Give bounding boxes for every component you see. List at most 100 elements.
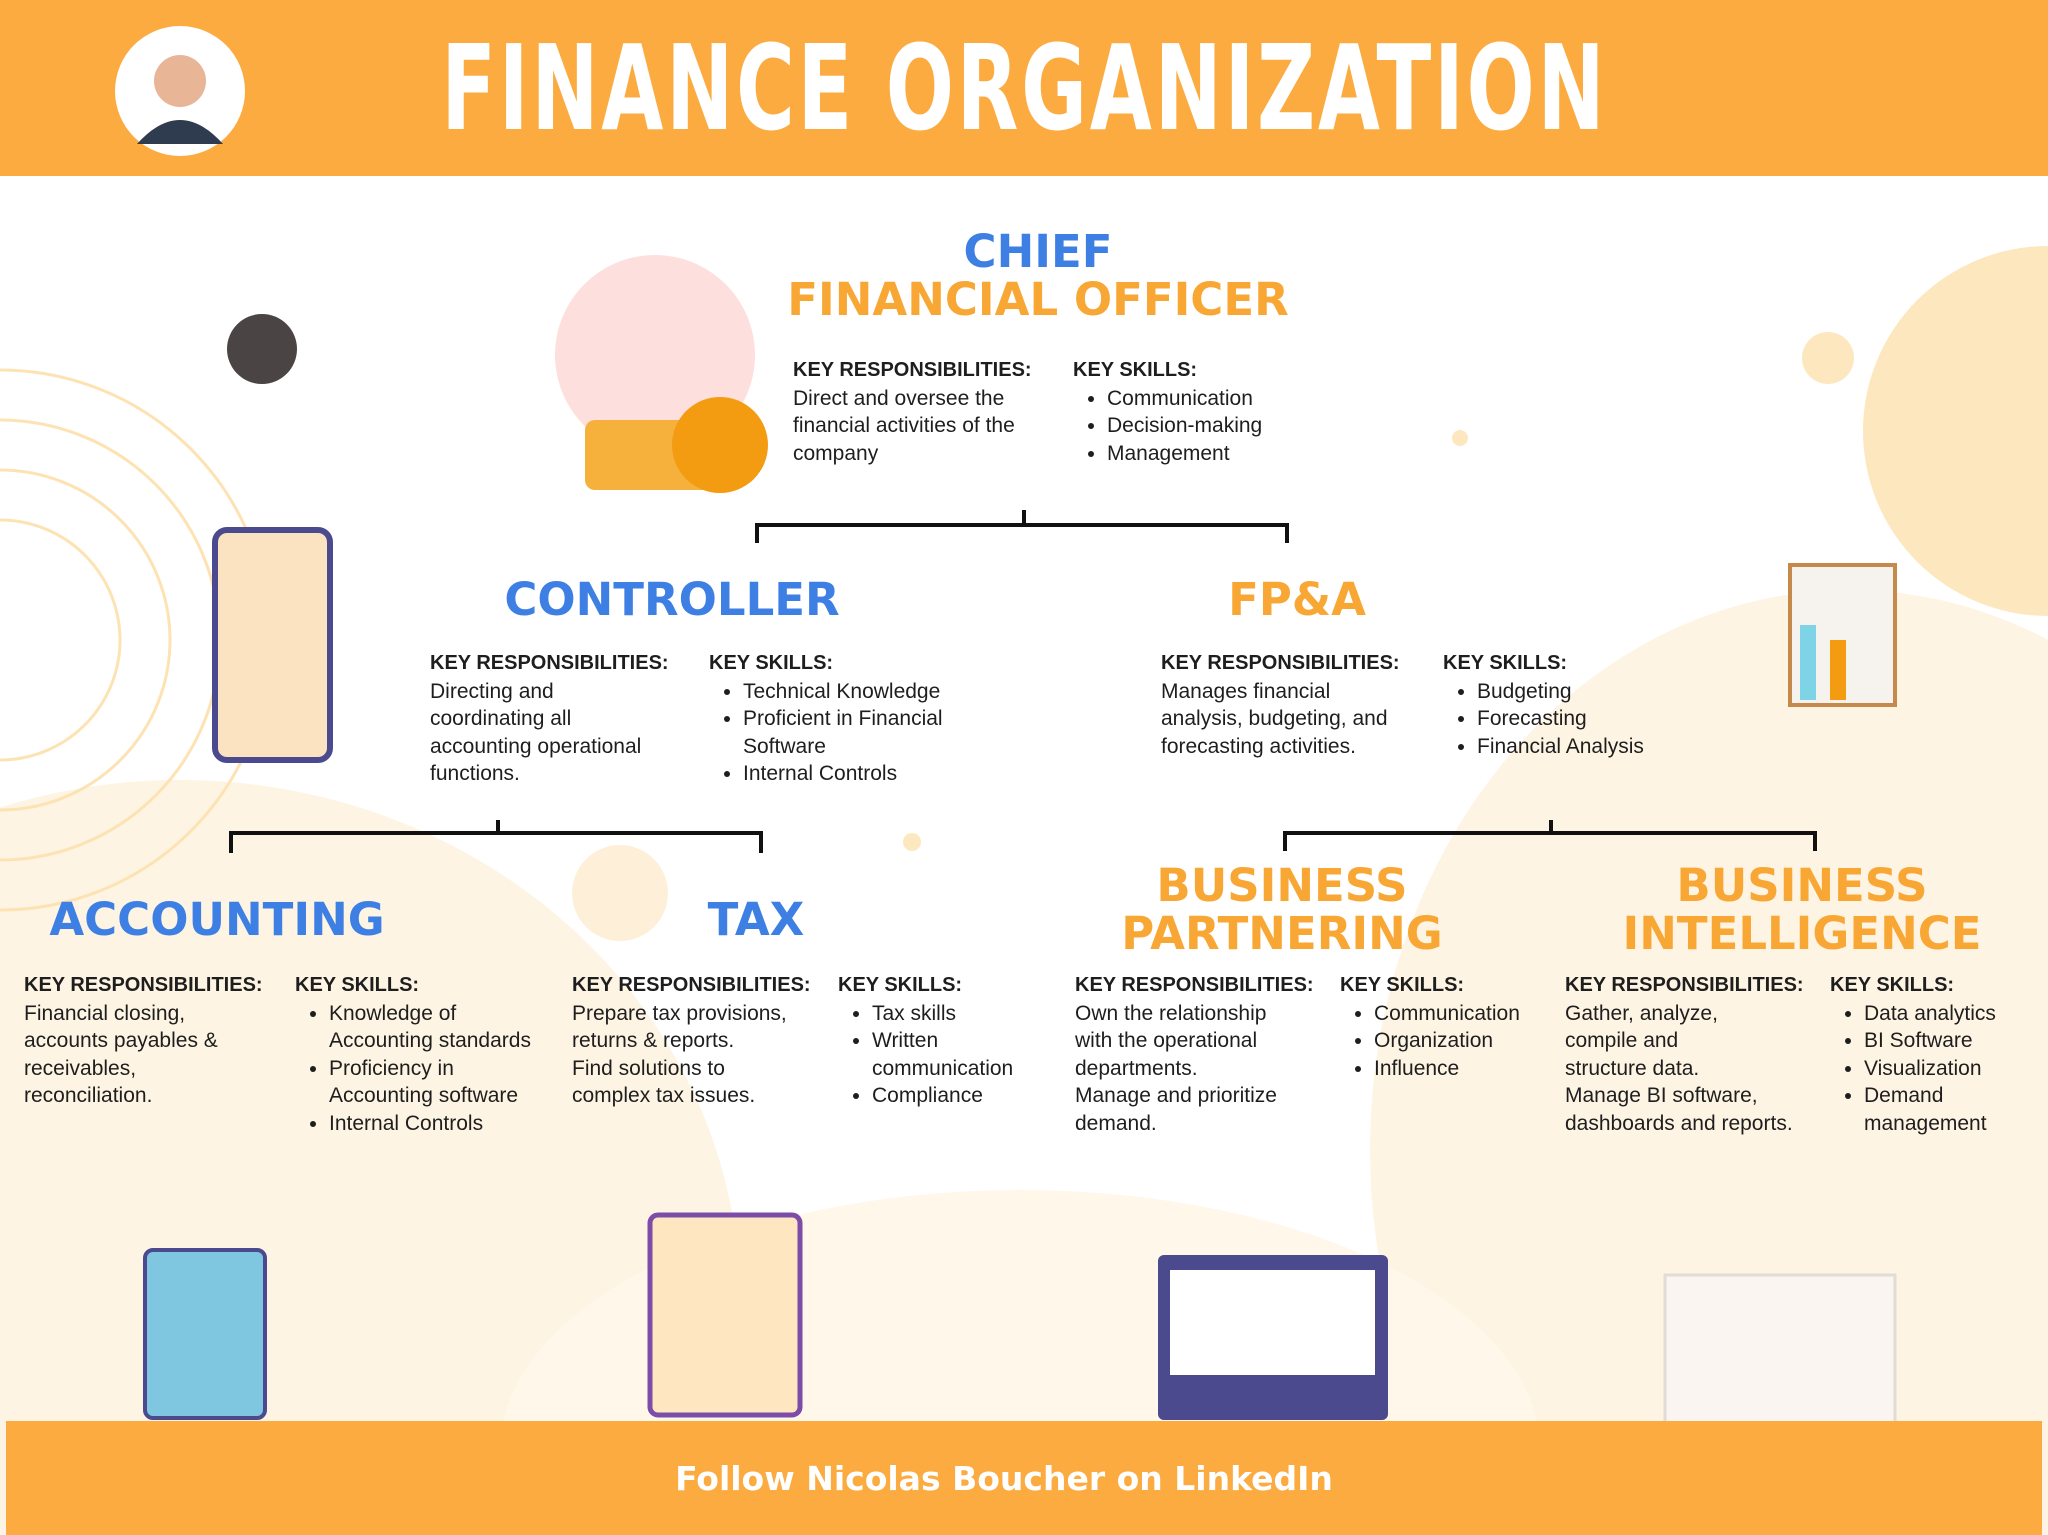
node-title: TAX [707,893,805,946]
skills: KEY SKILLS: CommunicationOrganizationInfl… [1340,972,1570,1082]
bg-circle [1863,246,2048,616]
responsibilities: KEY RESPONSIBILITIES: Financial closing, a… [24,972,284,1110]
skills-list: Tax skillsWritten communicationComplianc… [838,1000,1048,1110]
avatar [115,26,245,156]
skills-label: KEY SKILLS: [838,974,963,996]
responsibility-line: dashboards and reports. [1565,1111,1793,1135]
skills-list: Technical KnowledgeProficient in Financi… [709,678,969,788]
node-title: BUSINESS [1676,859,1928,912]
skills-label: KEY SKILLS: [709,652,834,674]
node-title: PARTNERING [1121,907,1443,960]
responsibility-line: coordinating all [430,707,572,730]
responsibility-line: Manage and prioritize [1075,1084,1277,1107]
responsibilities-label: KEY RESPONSIBILITIES: [793,359,1032,381]
skill: Visualization [1864,1055,2045,1083]
skill: Organization [1374,1027,1570,1055]
responsibility-line: accounting operational [430,734,642,758]
responsibility-line: Direct and oversee the [793,386,1005,410]
node-title: FINANCIAL OFFICER [787,273,1289,326]
node-title: ACCOUNTING [49,893,385,946]
responsibilities-label: KEY RESPONSIBILITIES: [430,652,669,674]
skills-label: KEY SKILLS: [1443,652,1568,674]
responsibility-line: financial activities of the [793,414,1015,437]
skill: Demand management [1864,1082,2045,1137]
responsibilities-label: KEY RESPONSIBILITIES: [1075,974,1314,996]
connector [1283,831,1287,851]
illustration [1800,625,1816,700]
footer: Follow Nicolas Boucher on LinkedIn [6,1421,2042,1535]
responsibility-line: structure data. [1565,1056,1700,1080]
responsibility-line: Own the relationship [1075,1001,1267,1025]
node-title: CHIEF [963,225,1113,278]
responsibilities: KEY RESPONSIBILITIES: Gather, analyze, com… [1565,972,1825,1137]
skill: Compliance [872,1082,1048,1110]
connector [1022,510,1026,527]
responsibilities: KEY RESPONSIBILITIES: Manages financial an… [1161,650,1431,760]
responsibility-line: Financial closing, [24,1001,186,1025]
skills: KEY SKILLS: CommunicationDecision-makingM… [1073,357,1333,467]
illustration [1830,640,1846,700]
skill: BI Software [1864,1027,2045,1055]
illustration [1663,1273,1897,1427]
skill: Financial Analysis [1477,733,1703,761]
skill: Influence [1374,1055,1570,1083]
header: FINANCE ORGANIZATION CHART [0,0,2048,297]
illustration [672,397,768,493]
skill: Communication [1374,1000,1570,1028]
skill: Proficient in Financial Software [743,705,969,760]
bg-circle [572,845,668,941]
skill: Forecasting [1477,705,1703,733]
skill: Technical Knowledge [743,678,969,706]
responsibility-line: departments. [1075,1056,1198,1080]
skills-list: Knowledge of Accounting standardsProfici… [295,1000,545,1138]
connector [229,831,763,835]
skills: KEY SKILLS: Knowledge of Accounting stand… [295,972,545,1137]
illustration [647,1212,803,1418]
responsibility-line: complex tax issues. [572,1084,756,1107]
skills: KEY SKILLS: Tax skillsWritten communicati… [838,972,1048,1110]
illustration [143,1248,267,1420]
skills: KEY SKILLS: Technical KnowledgeProficient… [709,650,969,788]
responsibility-line: Directing and [430,679,554,703]
responsibility-line: compile and [1565,1029,1679,1052]
bg-circle [1802,332,1854,384]
responsibility-line: Prepare tax provisions, [572,1001,787,1025]
node-title: INTELLIGENCE [1622,907,1982,960]
skills: KEY SKILLS: BudgetingForecastingFinancial… [1443,650,1703,760]
skills-list: BudgetingForecastingFinancial Analysis [1443,678,1703,761]
connector [755,523,1289,527]
responsibilities: KEY RESPONSIBILITIES: Direct and oversee … [793,357,1063,467]
skill: Decision-making [1107,412,1333,440]
responsibilities-label: KEY RESPONSIBILITIES: [1565,974,1804,996]
skill: Management [1107,440,1333,468]
responsibility-line: Manage BI software, [1565,1084,1758,1107]
connector [229,831,233,853]
responsibility-line: demand. [1075,1111,1157,1135]
responsibility-line: Gather, analyze, [1565,1001,1718,1025]
connector [759,831,763,853]
skill: Internal Controls [743,760,969,788]
responsibility-line: accounts payables & [24,1029,218,1052]
skills-list: CommunicationOrganizationInfluence [1340,1000,1570,1083]
skills-label: KEY SKILLS: [295,974,420,996]
connector [1285,523,1289,543]
responsibility-line: analysis, budgeting, and [1161,707,1388,730]
skills-label: KEY SKILLS: [1830,974,1955,996]
skills-label: KEY SKILLS: [1073,359,1198,381]
skill: Communication [1107,385,1333,413]
responsibility-line: with the operational [1075,1029,1258,1052]
skills-list: Data analyticsBI SoftwareVisualizationDe… [1830,1000,2045,1138]
responsibilities: KEY RESPONSIBILITIES: Own the relationshi… [1075,972,1335,1137]
responsibility-line: Find solutions to [572,1056,725,1080]
skill: Budgeting [1477,678,1703,706]
connector [496,820,500,835]
responsibility-line: functions. [430,762,520,785]
footer-text: Follow Nicolas Boucher on LinkedIn [675,1459,1333,1498]
bg-circle [903,833,921,851]
connector [1283,831,1817,835]
responsibility-line: forecasting activities. [1161,734,1356,758]
responsibilities-label: KEY RESPONSIBILITIES: [24,974,263,996]
responsibility-line: company [793,441,879,465]
illustration [1170,1270,1375,1375]
